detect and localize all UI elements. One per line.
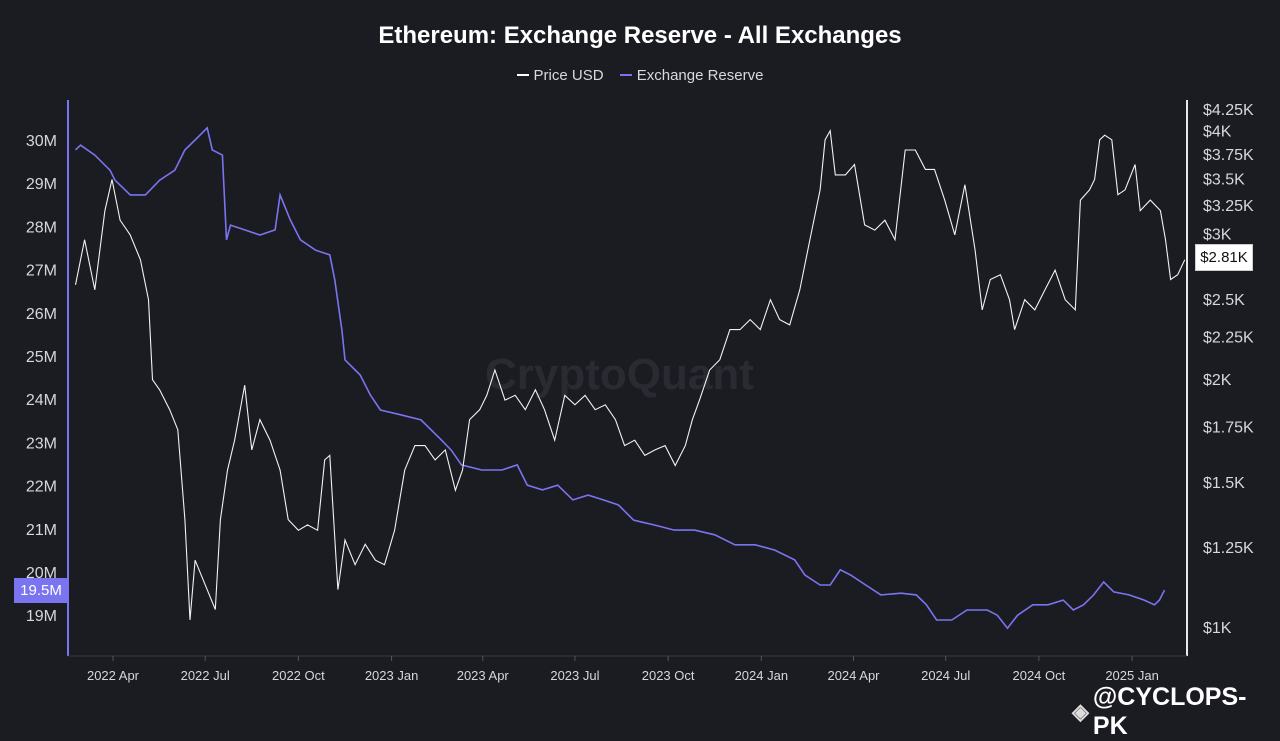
- right-tick-label: $1.25K: [1203, 540, 1254, 557]
- left-tick-label: 23M: [26, 435, 57, 452]
- credit-watermark: ◈@CYCLOPS-PK: [1072, 683, 1280, 741]
- right-tick-label: $2.5K: [1203, 292, 1245, 309]
- x-tick-label: 2024 Jan: [735, 668, 789, 683]
- x-tick-label: 2023 Oct: [642, 668, 695, 683]
- left-tick-label: 29M: [26, 176, 57, 193]
- left-tick-label: 19M: [26, 608, 57, 625]
- x-tick-label: 2023 Apr: [457, 668, 510, 683]
- left-tick-label: 25M: [26, 349, 57, 366]
- current-reserve-label: 19.5M: [14, 578, 68, 603]
- right-tick-label: $3.25K: [1203, 198, 1254, 215]
- x-tick-label: 2022 Oct: [272, 668, 325, 683]
- chart-canvas: 2022 Apr 2022 Jul 2022 Oct 2023 Jan 2023 Apr…: [0, 0, 1280, 720]
- right-tick-label: $1K: [1203, 620, 1232, 637]
- x-tick-label: 2023 Jan: [365, 668, 419, 683]
- current-price-label: $2.81K: [1195, 244, 1253, 271]
- right-tick-label: $1.5K: [1203, 475, 1245, 492]
- left-tick-label: 28M: [26, 219, 57, 236]
- right-tick-label: $3.5K: [1203, 172, 1245, 189]
- left-tick-label: 24M: [26, 392, 57, 409]
- right-tick-label: $1.75K: [1203, 420, 1254, 437]
- left-tick-label: 27M: [26, 263, 57, 280]
- x-tick-label: 2024 Oct: [1012, 668, 1065, 683]
- credit-text: @CYCLOPS-PK: [1093, 683, 1280, 741]
- x-tick-label: 2022 Jul: [181, 668, 230, 683]
- x-tick-label: 2022 Apr: [87, 668, 140, 683]
- left-tick-label: 30M: [26, 133, 57, 150]
- diamond-logo-icon: ◈: [1072, 699, 1089, 725]
- right-tick-label: $4.25K: [1203, 102, 1254, 119]
- x-tick-label: 2024 Apr: [827, 668, 880, 683]
- left-tick-label: 21M: [26, 522, 57, 539]
- right-tick-label: $4K: [1203, 124, 1232, 141]
- right-tick-label: $3K: [1203, 227, 1232, 244]
- right-tick-label: $3.75K: [1203, 147, 1254, 164]
- series-line-price-usd: [76, 131, 1185, 620]
- x-tick-label: 2023 Jul: [550, 668, 599, 683]
- x-tick-label: 2025 Jan: [1105, 668, 1159, 683]
- right-tick-label: $2K: [1203, 372, 1232, 389]
- x-tick-label: 2024 Jul: [921, 668, 970, 683]
- series-line-exchange-reserve: [76, 128, 1165, 628]
- right-tick-label: $2.25K: [1203, 330, 1254, 347]
- left-tick-label: 26M: [26, 306, 57, 323]
- left-tick-label: 22M: [26, 479, 57, 496]
